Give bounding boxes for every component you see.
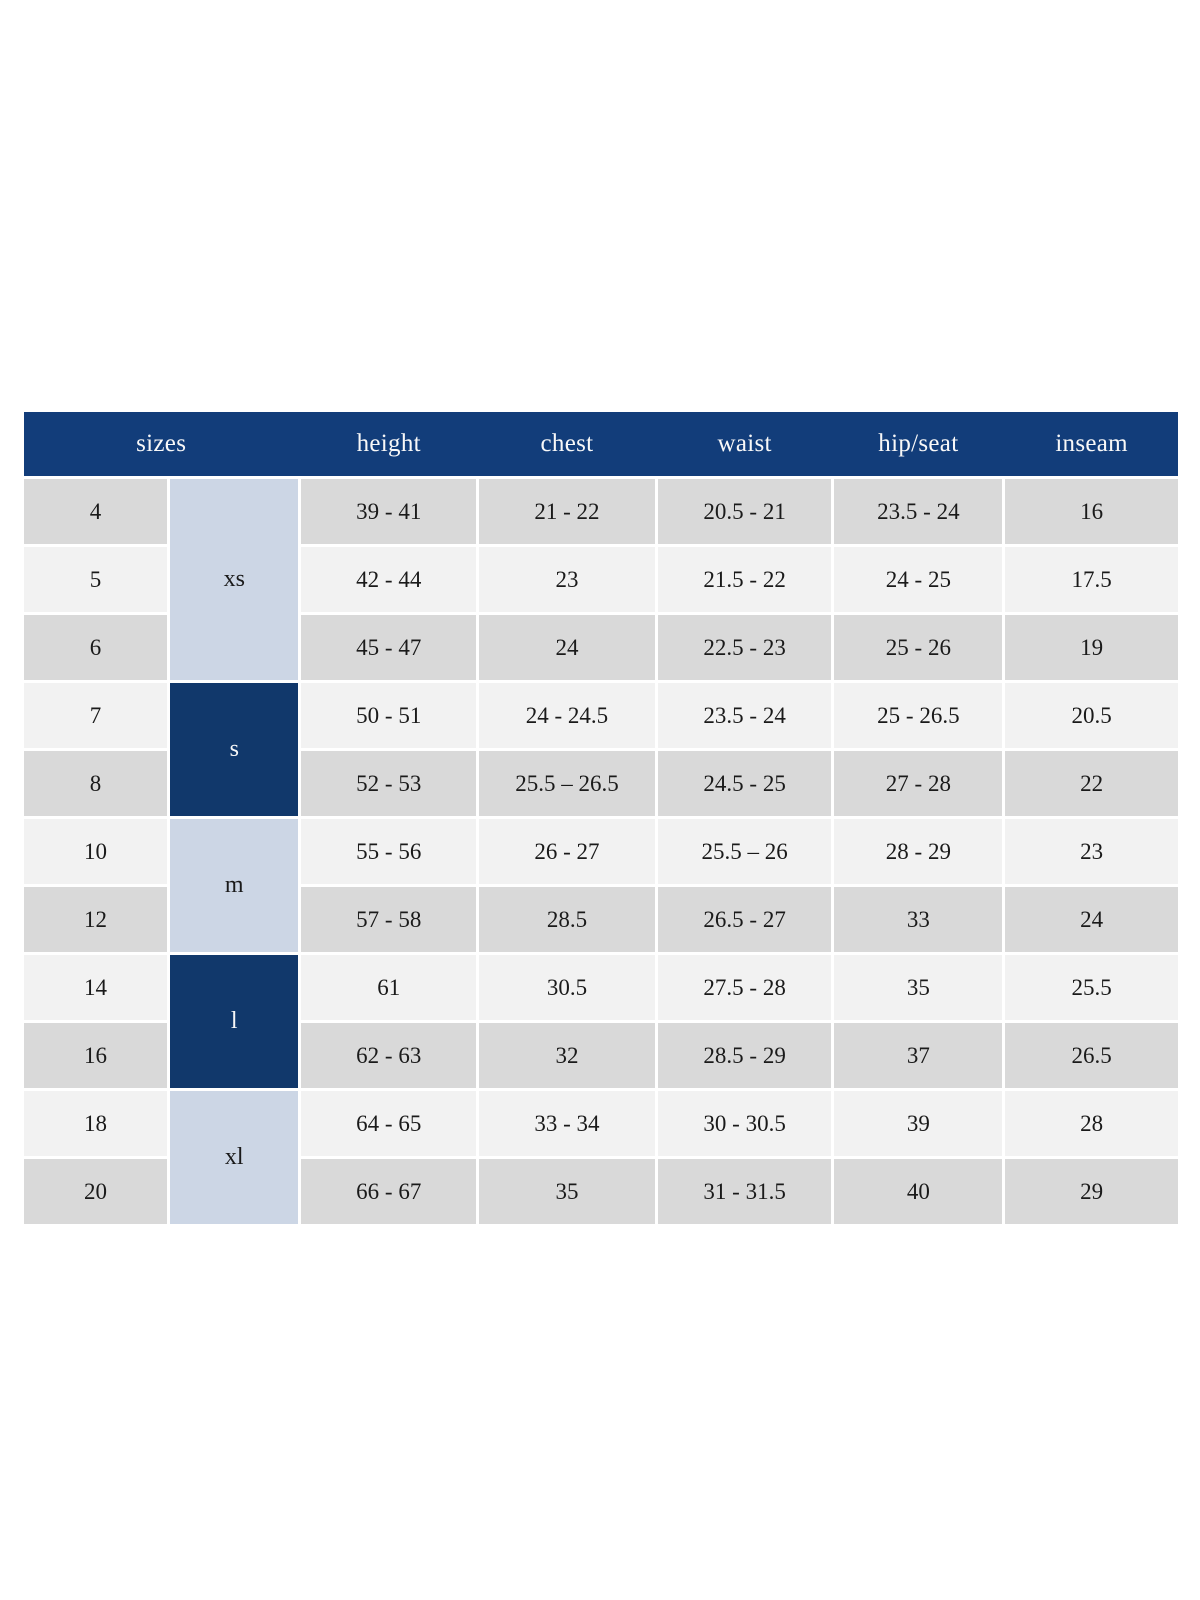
size-cell: 7 [24,683,168,748]
header-hip-seat: hip/seat [878,430,959,457]
inseam-cell: 22 [1005,751,1178,816]
chest-cell: 35 [479,1159,655,1224]
hip-seat-cell: 27 - 28 [834,751,1003,816]
hip-seat-cell: 33 [834,887,1003,952]
waist-cell: 22.5 - 23 [657,615,832,680]
hip-seat-cell: 39 [834,1091,1003,1156]
height-cell: 45 - 47 [301,615,477,680]
inseam-cell: 29 [1005,1159,1178,1224]
hip-seat-cell: 25 - 26.5 [834,683,1003,748]
size-cell: 4 [24,479,168,544]
inseam-cell: 24 [1005,887,1178,952]
header-chest: chest [540,430,594,457]
size-cell: 14 [24,955,168,1020]
size-cell: 16 [24,1023,168,1088]
inseam-cell: 16 [1005,479,1178,544]
inseam-cell: 17.5 [1005,547,1178,612]
waist-cell: 26.5 - 27 [657,887,832,952]
hip-seat-cell: 25 - 26 [834,615,1003,680]
size-cell: 8 [24,751,168,816]
waist-cell: 20.5 - 21 [657,479,832,544]
header-height: height [356,430,421,457]
size-cell: 20 [24,1159,168,1224]
waist-cell: 23.5 - 24 [657,683,832,748]
hip-seat-cell: 35 [834,955,1003,1020]
hip-seat-cell: 23.5 - 24 [834,479,1003,544]
hip-seat-cell: 37 [834,1023,1003,1088]
chest-cell: 26 - 27 [479,819,655,884]
inseam-cell: 26.5 [1005,1023,1178,1088]
header-inseam: inseam [1055,430,1128,457]
size-cell: 10 [24,819,168,884]
group-cell-s: s [170,683,299,816]
height-cell: 39 - 41 [301,479,477,544]
waist-cell: 30 - 30.5 [657,1091,832,1156]
chest-cell: 24 - 24.5 [479,683,655,748]
group-cell-l: l [170,955,299,1088]
height-cell: 66 - 67 [301,1159,477,1224]
group-cell-xl: xl [170,1091,299,1224]
height-cell: 42 - 44 [301,547,477,612]
size-cell: 12 [24,887,168,952]
height-cell: 64 - 65 [301,1091,477,1156]
header-waist: waist [717,430,772,457]
chest-cell: 23 [479,547,655,612]
inseam-cell: 20.5 [1005,683,1178,748]
chest-cell: 28.5 [479,887,655,952]
hip-seat-cell: 24 - 25 [834,547,1003,612]
height-cell: 52 - 53 [301,751,477,816]
size-cell: 18 [24,1091,168,1156]
height-cell: 61 [301,955,477,1020]
inseam-cell: 19 [1005,615,1178,680]
height-cell: 57 - 58 [301,887,477,952]
inseam-cell: 28 [1005,1091,1178,1156]
chest-cell: 24 [479,615,655,680]
inseam-cell: 25.5 [1005,955,1178,1020]
group-cell-m: m [170,819,299,952]
height-cell: 55 - 56 [301,819,477,884]
size-cell: 5 [24,547,168,612]
group-cell-xs: xs [170,479,299,680]
height-cell: 62 - 63 [301,1023,477,1088]
waist-cell: 28.5 - 29 [657,1023,832,1088]
hip-seat-cell: 28 - 29 [834,819,1003,884]
hip-seat-cell: 40 [834,1159,1003,1224]
chest-cell: 32 [479,1023,655,1088]
waist-cell: 31 - 31.5 [657,1159,832,1224]
waist-cell: 27.5 - 28 [657,955,832,1020]
header-sizes: sizes [136,430,187,457]
waist-cell: 25.5 – 26 [657,819,832,884]
inseam-cell: 23 [1005,819,1178,884]
chest-cell: 33 - 34 [479,1091,655,1156]
chest-cell: 30.5 [479,955,655,1020]
waist-cell: 24.5 - 25 [657,751,832,816]
table-header-row: sizes height chest waist hip/seat inseam [24,412,1178,476]
size-cell: 6 [24,615,168,680]
chest-cell: 25.5 – 26.5 [479,751,655,816]
waist-cell: 21.5 - 22 [657,547,832,612]
size-chart-table: sizes height chest waist hip/seat inseam… [24,412,1178,1224]
chest-cell: 21 - 22 [479,479,655,544]
height-cell: 50 - 51 [301,683,477,748]
